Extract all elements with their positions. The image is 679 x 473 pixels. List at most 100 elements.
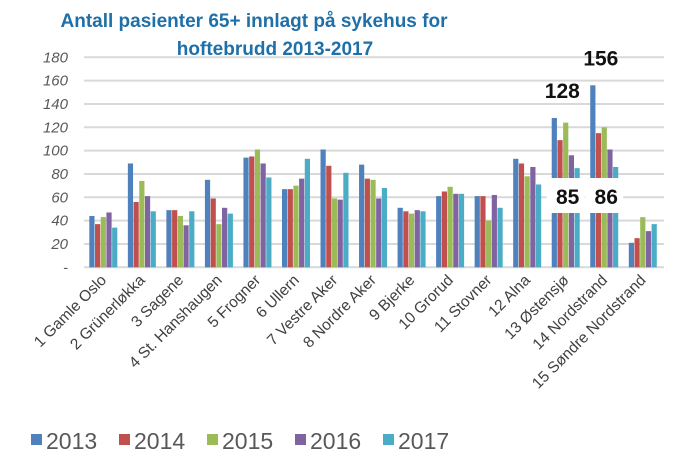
legend-swatch-2014 — [119, 434, 130, 445]
data-label-box — [585, 178, 624, 213]
y-tick-label: 140 — [43, 96, 69, 113]
bar-2016-5 — [260, 163, 266, 268]
data-label: 85 — [556, 186, 580, 209]
legend-swatch-2016 — [295, 434, 306, 445]
bar-2016-11 — [491, 194, 497, 268]
bar-2016-4 — [222, 207, 228, 268]
chart-title-line-2: hoftebrudd 2013-2017 — [177, 39, 373, 60]
legend-label-2013: 2013 — [46, 428, 97, 454]
y-tick-label: 40 — [51, 213, 68, 230]
bar-2015-11 — [486, 220, 492, 268]
bar-2015-15 — [640, 217, 646, 268]
bar-2014-10 — [441, 191, 448, 268]
bar-2013-9 — [397, 207, 403, 268]
y-tick-label: 80 — [51, 166, 68, 183]
bar-2015-10 — [447, 186, 453, 268]
bar-2015-4 — [216, 224, 222, 268]
bar-2014-7 — [326, 165, 332, 268]
bar-2017-6 — [304, 158, 310, 268]
bar-2014-15 — [634, 238, 640, 268]
bar-2017-15 — [651, 224, 657, 268]
bar-2013-5 — [243, 157, 249, 268]
bar-2014-1 — [95, 224, 101, 268]
data-label-box — [546, 178, 585, 213]
bar-2014-6 — [287, 189, 293, 268]
y-tick-label: 60 — [51, 189, 68, 206]
bar-2016-1 — [106, 212, 112, 268]
bar-2013-4 — [204, 179, 211, 268]
bar-2017-7 — [343, 172, 349, 268]
bar-2017-8 — [381, 187, 388, 268]
legend-swatch-2013 — [31, 434, 42, 445]
bar-2016-15 — [645, 231, 652, 268]
bar-2013-12 — [513, 158, 519, 268]
bar-2013-8 — [359, 164, 365, 268]
bar-2013-10 — [436, 196, 442, 268]
y-tick-label: 180 — [43, 49, 69, 66]
bar-2017-9 — [420, 211, 426, 268]
bar-2016-6 — [299, 178, 305, 268]
bar-2015-6 — [293, 185, 299, 268]
data-label: 128 — [545, 80, 580, 103]
bar-2014-11 — [480, 196, 486, 268]
bar-2017-5 — [266, 177, 272, 268]
bar-2014-3 — [172, 210, 178, 268]
bar-2016-10 — [453, 193, 459, 268]
legend-swatch-2017 — [383, 434, 394, 445]
bar-2016-9 — [414, 210, 420, 268]
legend-swatch-2015 — [207, 434, 218, 445]
bars — [89, 85, 657, 268]
y-tick-label: 160 — [43, 73, 69, 90]
bar-2016-2 — [144, 196, 151, 268]
bar-2014-12 — [518, 163, 525, 268]
y-tick-label: 20 — [50, 236, 68, 253]
bar-2014-5 — [249, 156, 255, 268]
bar-2016-12 — [530, 166, 536, 268]
legend: 2013 2014 2015 2016 2017 — [31, 428, 449, 454]
bar-2017-2 — [150, 211, 156, 268]
bar-2017-4 — [227, 213, 233, 268]
bar-2015-12 — [524, 176, 530, 268]
bar-2014-2 — [133, 201, 139, 268]
bar-2014-9 — [403, 211, 409, 268]
bar-2013-1 — [89, 215, 95, 268]
bar-2017-3 — [189, 211, 195, 268]
bar-2015-9 — [408, 213, 415, 268]
bar-2017-14 — [613, 166, 619, 268]
bar-2013-7 — [320, 149, 326, 268]
y-axis: - 20 40 60 80 100 120 140 160 180 — [43, 49, 69, 276]
bar-2013-3 — [166, 210, 172, 268]
bar-2015-1 — [100, 217, 106, 268]
legend-label-2016: 2016 — [310, 428, 361, 454]
y-tick-label: 120 — [43, 119, 69, 136]
bar-2017-10 — [458, 193, 465, 268]
y-tick-label: 100 — [43, 143, 69, 160]
bar-2017-1 — [112, 227, 118, 268]
bar-2014-4 — [210, 198, 216, 268]
bar-2013-15 — [628, 242, 634, 268]
bar-2015-2 — [139, 180, 145, 268]
bar-2015-5 — [254, 149, 261, 268]
data-label: 86 — [595, 186, 618, 209]
bar-2015-3 — [177, 215, 183, 268]
bar-2014-8 — [364, 178, 370, 268]
chart-title-line-1: Antall pasienter 65+ innlagt på sykehus … — [61, 11, 449, 32]
bar-2017-13 — [574, 168, 580, 268]
bar-2017-11 — [497, 207, 503, 268]
bar-2016-7 — [337, 199, 343, 268]
bar-2013-6 — [281, 189, 288, 268]
bar-2013-11 — [474, 196, 480, 268]
bar-2015-7 — [331, 198, 338, 268]
bar-2015-8 — [370, 179, 376, 268]
legend-label-2014: 2014 — [134, 428, 185, 454]
bar-2017-12 — [535, 184, 542, 268]
bar-2016-8 — [376, 198, 382, 268]
legend-label-2015: 2015 — [222, 428, 273, 454]
bar-2016-3 — [183, 225, 189, 268]
y-tick-label: - — [63, 259, 68, 276]
bar-2013-14 — [590, 85, 596, 268]
legend-label-2017: 2017 — [398, 428, 449, 454]
